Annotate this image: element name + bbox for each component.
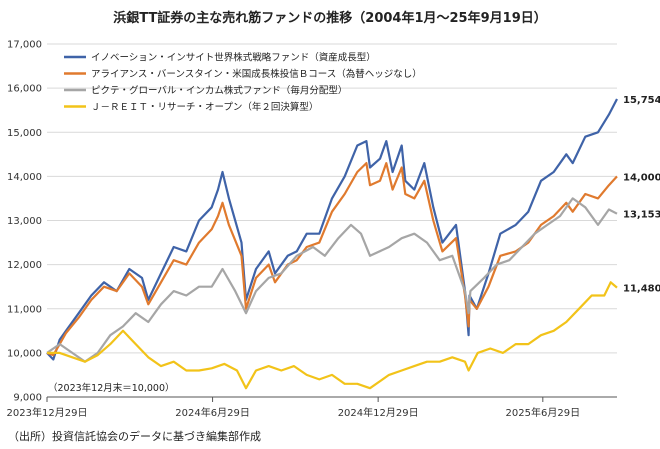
series-line-2 — [46, 162, 618, 357]
series-line-3 — [46, 197, 618, 363]
legend: イノベーション・インサイト世界株式戦略ファンド（資産成長型） アライアンス・バーン… — [64, 52, 422, 113]
y-tick-label: 17,000 — [7, 40, 42, 51]
y-tick-label: 15,000 — [7, 128, 42, 139]
source-note: （出所）投資信託協会のデータに基づき編集部作成 — [8, 430, 261, 443]
legend-label: イノベーション・インサイト世界株式戦略ファンド（資産成長型） — [91, 52, 376, 64]
legend-label: アライアンス・バーンスタイン・米国成長株投信Ｂコース（為替ヘッジなし） — [91, 68, 422, 80]
end-labels: 15,754 14,000 13,153 11,480 — [623, 95, 660, 295]
x-tick-label: 2025年6月29日 — [506, 406, 581, 419]
series-line-1 — [46, 98, 618, 361]
y-tick-label: 9,000 — [13, 393, 42, 404]
y-tick-label: 12,000 — [7, 260, 42, 271]
series-lines — [46, 98, 618, 390]
end-value-label: 15,754 — [623, 95, 660, 106]
y-tick-label: 16,000 — [7, 84, 42, 95]
y-tick-label: 11,000 — [7, 304, 42, 315]
y-tick-label: 10,000 — [7, 348, 42, 359]
legend-label: ピクテ・グローバル・インカム株式ファンド（毎月分配型） — [91, 85, 347, 97]
y-tick-label: 13,000 — [7, 216, 42, 227]
x-tick-label: 2024年12月29日 — [338, 406, 419, 419]
legend-label: Ｊ－ＲＥＩＴ・リサーチ・オープン（年２回決算型） — [91, 101, 318, 113]
base-note: （2023年12月末＝10,000） — [48, 382, 175, 394]
end-value-label: 14,000 — [623, 172, 660, 183]
series-line-4 — [47, 281, 618, 390]
end-value-label: 13,153 — [623, 210, 660, 221]
y-axis: 9,000 10,000 11,000 12,000 13,000 14,000 15,00… — [7, 40, 42, 404]
x-tick-label: 2023年12月29日 — [7, 406, 88, 419]
x-axis: 2023年12月29日 2024年6月29日 2024年12月29日 2025年6月2… — [7, 396, 617, 419]
y-tick-label: 14,000 — [7, 172, 42, 183]
x-tick-label: 2024年6月29日 — [175, 406, 250, 419]
chart-title: 浜銀TT証券の主な売れ筋ファンドの推移（2004年1月～25年9月19日） — [113, 11, 547, 26]
end-value-label: 11,480 — [623, 284, 660, 295]
gridlines — [47, 43, 617, 398]
